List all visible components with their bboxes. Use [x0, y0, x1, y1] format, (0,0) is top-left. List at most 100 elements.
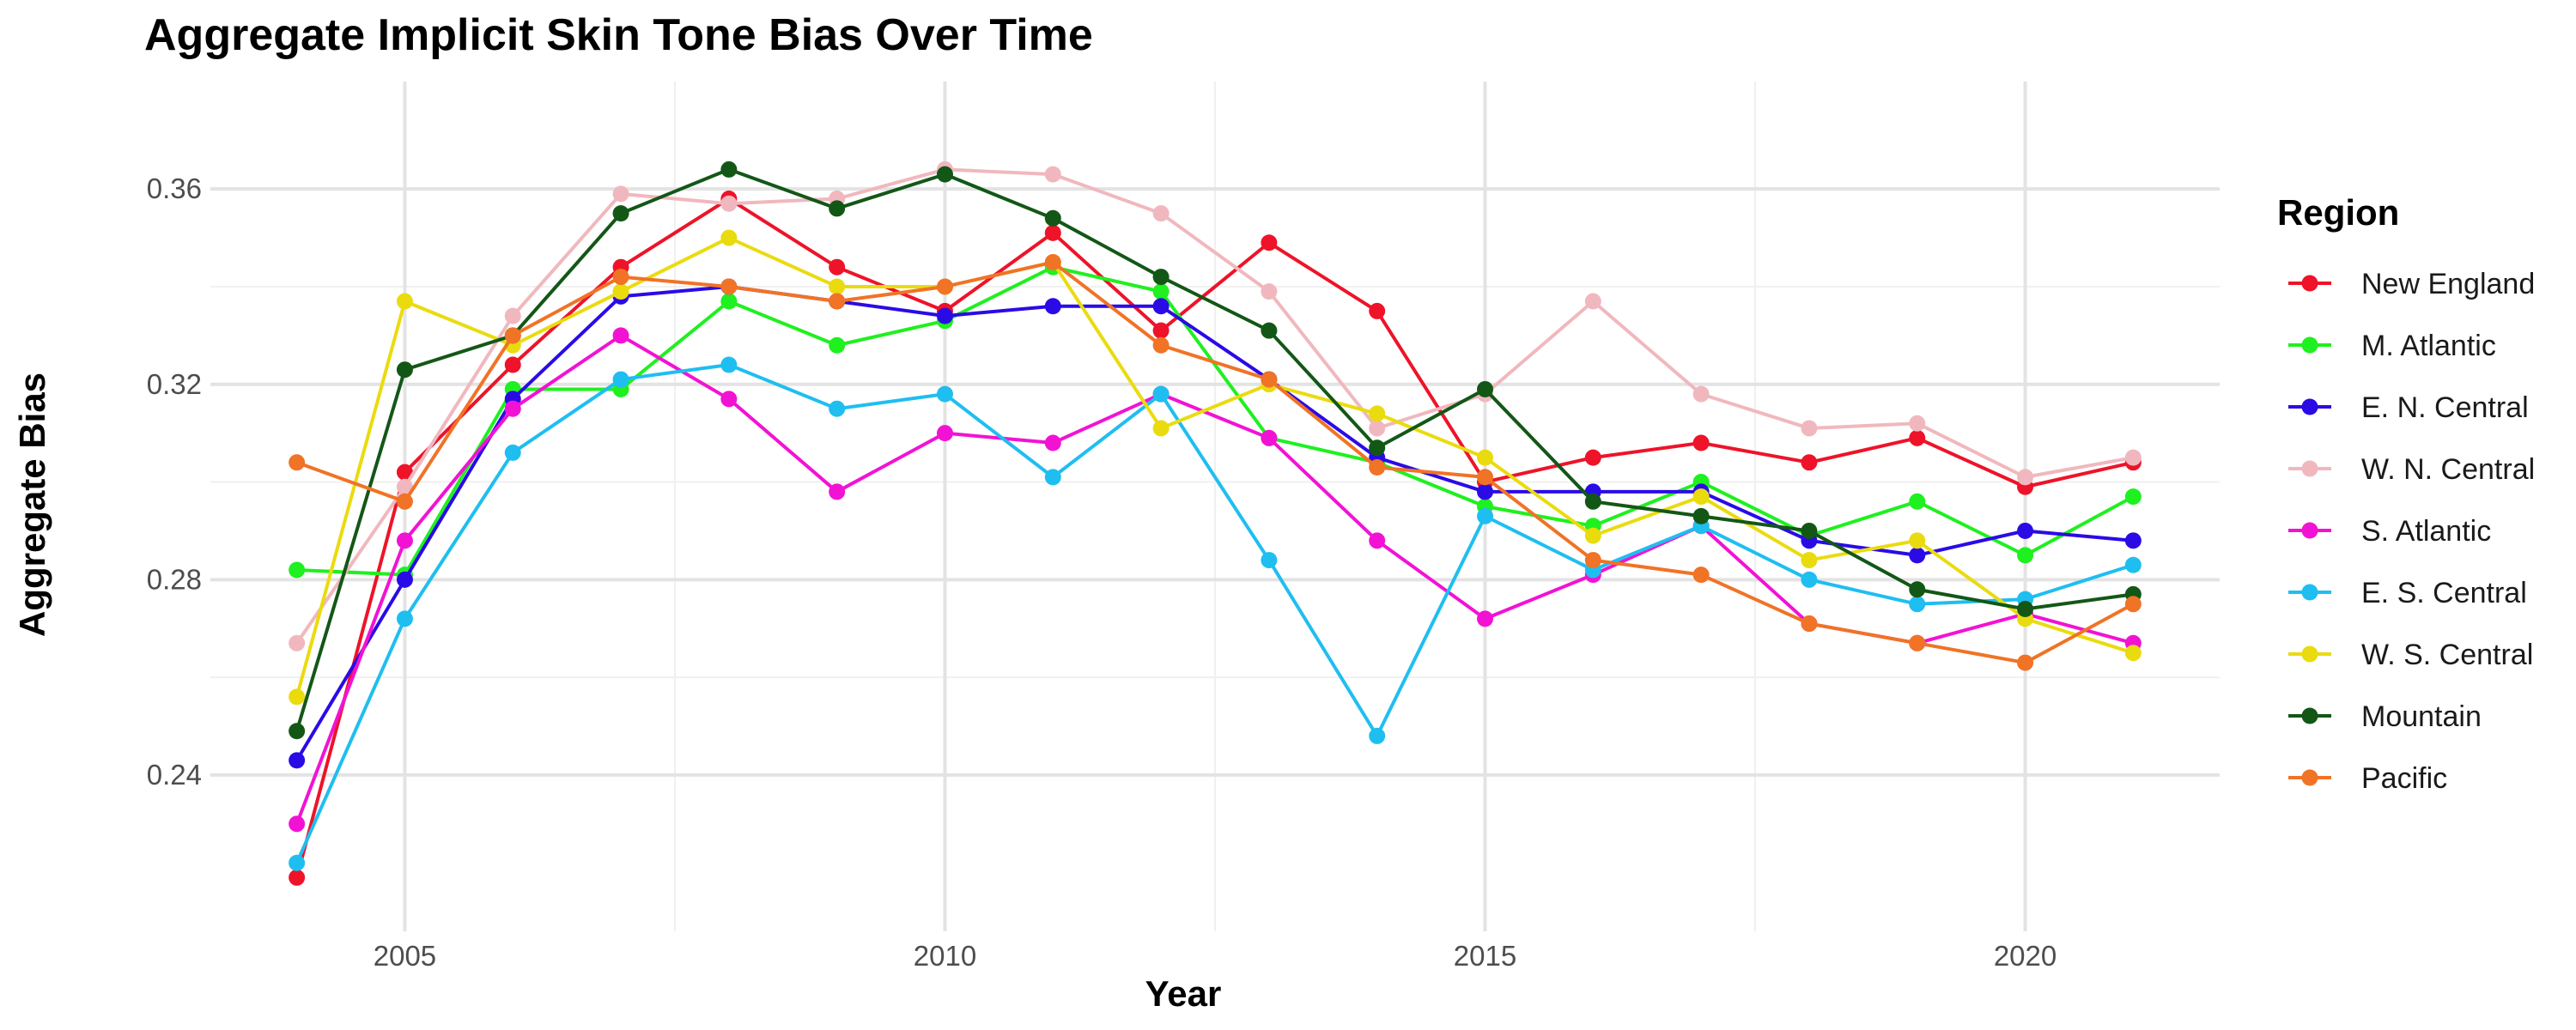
data-point-e-n-central [289, 752, 306, 769]
data-point-w-n-central [2017, 469, 2034, 486]
legend-label: W. N. Central [2361, 453, 2535, 486]
x-tick-label: 2020 [1994, 940, 2057, 972]
data-point-w-n-central [289, 634, 306, 651]
data-point-s-atlantic [936, 425, 953, 442]
legend-item-w-s-central: W. S. Central [2288, 639, 2533, 671]
legend-label: M. Atlantic [2361, 330, 2496, 362]
data-point-m-atlantic [1909, 493, 1926, 510]
data-point-mountain [1152, 269, 1170, 286]
data-point-mountain [2017, 600, 2034, 617]
data-point-pacific [1801, 615, 1818, 633]
plot-area [289, 161, 2142, 886]
data-point-new-england [396, 464, 413, 481]
y-tick-label: 0.24 [147, 759, 202, 791]
x-tick-label: 2015 [1454, 940, 1516, 972]
data-point-w-s-central [1801, 552, 1818, 569]
data-point-e-n-central [2017, 522, 2034, 539]
data-point-pacific [612, 269, 629, 286]
data-point-w-n-central [1909, 415, 1926, 432]
data-point-pacific [1261, 371, 1278, 388]
data-point-pacific [1692, 566, 1710, 584]
data-point-new-england [1584, 449, 1601, 466]
data-point-mountain [1369, 439, 1386, 457]
data-point-s-atlantic [612, 327, 629, 344]
data-point-pacific [1044, 254, 1061, 271]
data-point-mountain [1584, 493, 1601, 510]
data-point-w-s-central [396, 293, 413, 310]
data-point-new-england [1261, 234, 1278, 251]
x-axis-title: Year [1145, 973, 1222, 1014]
data-point-mountain [829, 200, 846, 217]
series-line-w-s-central [295, 236, 2134, 698]
data-point-e-s-central [1152, 385, 1170, 403]
data-point-w-n-central [1152, 205, 1170, 222]
data-point-mountain [1692, 507, 1710, 524]
data-point-m-atlantic [720, 293, 738, 310]
data-point-s-atlantic [289, 815, 306, 833]
data-point-w-n-central [396, 478, 413, 495]
data-point-e-s-central [829, 400, 846, 417]
legend: Region New England M. Atlantic E. N. Centr… [2277, 192, 2535, 795]
data-point-s-atlantic [1369, 532, 1386, 549]
data-point-e-s-central [396, 610, 413, 627]
data-point-s-atlantic [720, 391, 738, 408]
data-point-pacific [2017, 654, 2034, 671]
legend-key-point [2301, 707, 2318, 724]
data-point-e-s-central [1477, 507, 1494, 524]
legend-item-e-n-central: E. N. Central [2288, 391, 2529, 424]
legend-label: Mountain [2361, 700, 2482, 733]
data-point-w-s-central [1477, 449, 1494, 466]
data-point-s-atlantic [829, 483, 846, 500]
data-point-mountain [289, 723, 306, 740]
data-point-w-n-central [720, 195, 738, 212]
data-point-e-n-central [2124, 532, 2142, 549]
data-point-w-s-central [1909, 532, 1926, 549]
legend-item-mountain: Mountain [2288, 700, 2482, 733]
data-point-e-n-central [936, 307, 953, 324]
data-point-pacific [936, 278, 953, 295]
data-point-w-s-central [1692, 488, 1710, 506]
data-point-w-s-central [829, 278, 846, 295]
legend-item-m-atlantic: M. Atlantic [2288, 330, 2496, 362]
legend-key-point [2301, 769, 2318, 786]
data-point-w-n-central [1044, 166, 1061, 183]
data-point-e-s-central [1261, 552, 1278, 569]
chart-title: Aggregate Implicit Skin Tone Bias Over T… [144, 10, 1093, 60]
series-line-mountain [295, 167, 2134, 732]
data-point-m-atlantic [829, 336, 846, 354]
series-line-pacific [295, 260, 2135, 665]
data-point-new-england [1692, 434, 1710, 451]
series-line-e-n-central [295, 284, 2134, 761]
data-point-e-s-central [1044, 469, 1061, 486]
data-point-e-s-central [1801, 571, 1818, 588]
y-tick-label: 0.36 [147, 173, 202, 204]
series-e-s-central [289, 356, 2142, 871]
legend-key-point [2301, 645, 2318, 663]
data-point-w-n-central [1584, 293, 1601, 310]
series-line-w-n-central [295, 167, 2134, 645]
y-tick-label: 0.32 [147, 368, 202, 400]
legend-key-point [2301, 584, 2318, 601]
data-point-new-england [289, 869, 306, 886]
data-point-mountain [720, 161, 738, 178]
data-point-w-s-central [1584, 527, 1601, 544]
data-point-e-s-central [289, 854, 306, 871]
legend-label: S. Atlantic [2361, 515, 2491, 548]
data-point-mountain [1261, 322, 1278, 339]
data-point-mountain [396, 361, 413, 379]
data-point-m-atlantic [289, 561, 306, 579]
data-point-e-s-central [720, 356, 738, 373]
data-point-s-atlantic [396, 532, 413, 549]
legend-key-point [2301, 336, 2318, 354]
data-point-new-england [829, 258, 846, 276]
data-point-e-s-central [936, 385, 953, 403]
data-point-new-england [1909, 429, 1926, 446]
data-point-w-n-central [1801, 420, 1818, 437]
data-point-pacific [1584, 552, 1601, 569]
data-point-m-atlantic [2017, 547, 2034, 564]
legend-item-e-s-central: E. S. Central [2288, 577, 2527, 609]
data-point-e-s-central [504, 444, 521, 461]
data-point-new-england [1152, 322, 1170, 339]
data-point-new-england [1801, 454, 1818, 471]
